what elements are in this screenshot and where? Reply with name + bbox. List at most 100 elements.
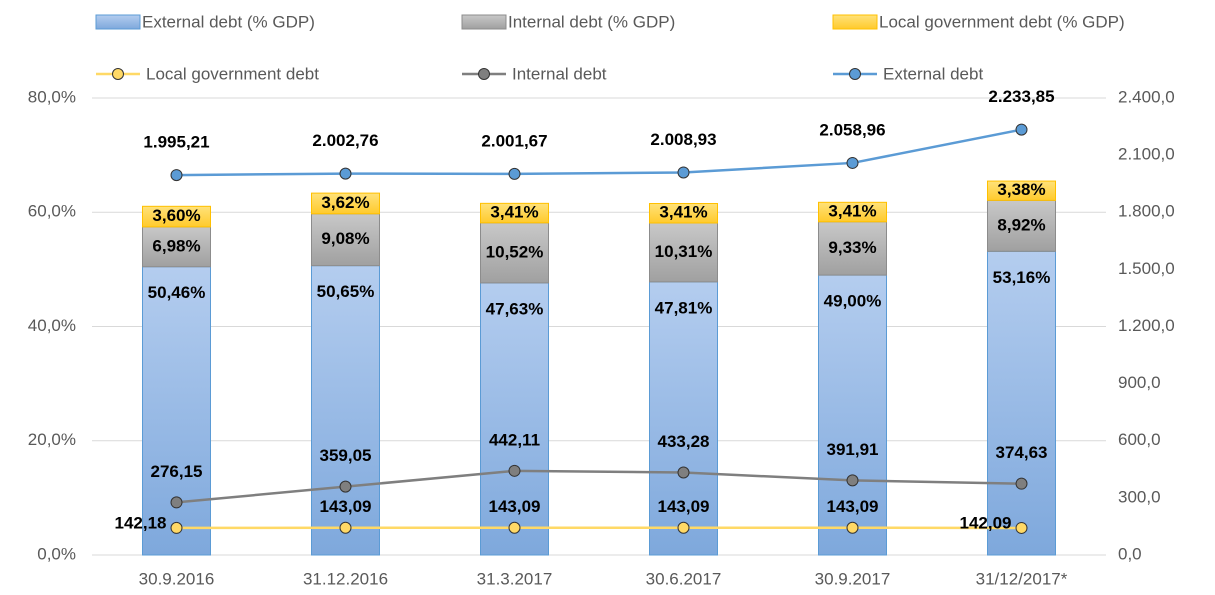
- data-label: 2.008,93: [650, 130, 716, 149]
- data-label: 47,81%: [655, 298, 713, 317]
- y2-tick-label: 2.100,0: [1118, 145, 1175, 164]
- data-label: 8,92%: [997, 215, 1045, 234]
- data-label: 10,52%: [486, 242, 544, 261]
- x-tick-label: 31/12/2017*: [976, 569, 1068, 588]
- data-label: 10,31%: [655, 242, 713, 261]
- line-point: [339, 521, 352, 534]
- data-label: 3,41%: [659, 203, 707, 222]
- data-label: 53,16%: [993, 268, 1051, 287]
- y2-tick-label: 0,0: [1118, 544, 1142, 563]
- data-label: 142,09: [960, 513, 1012, 532]
- data-label: 442,11: [489, 430, 540, 449]
- data-label: 9,33%: [828, 238, 876, 257]
- legend-label: Internal debt: [512, 64, 607, 83]
- line-point: [170, 521, 183, 534]
- data-label: 143,09: [320, 497, 372, 516]
- data-label: 2.233,85: [988, 87, 1054, 106]
- legend-label: External debt (% GDP): [142, 12, 315, 31]
- data-label: 2.058,96: [819, 120, 885, 139]
- data-label: 49,00%: [824, 292, 882, 311]
- bar-segment: [311, 265, 380, 556]
- data-label: 143,09: [827, 497, 879, 516]
- legend-label: Local government debt (% GDP): [879, 12, 1125, 31]
- bar-segment: [311, 192, 380, 215]
- data-label: 3,41%: [828, 202, 876, 221]
- legend-label: External debt: [883, 64, 983, 83]
- y-tick-label: 80,0%: [28, 87, 76, 106]
- bar-segment: [142, 226, 211, 268]
- y2-tick-label: 300,0: [1118, 487, 1161, 506]
- line-point: [170, 496, 183, 509]
- data-label: 47,63%: [486, 299, 544, 318]
- data-label: 142,18: [115, 513, 167, 532]
- data-label: 433,28: [658, 432, 710, 451]
- bar-segment: [480, 282, 549, 556]
- data-label: 1.995,21: [143, 133, 209, 152]
- line: [176, 469, 1022, 504]
- legend-marker: [849, 68, 861, 80]
- bar-segment: [649, 203, 718, 224]
- bar-segment: [480, 222, 549, 284]
- legend-marker: [112, 68, 124, 80]
- y-tick-label: 40,0%: [28, 316, 76, 335]
- legend-label: Local government debt: [146, 64, 319, 83]
- data-label: 143,09: [489, 497, 541, 516]
- bar-segment: [818, 221, 887, 276]
- x-tick-label: 30.9.2017: [815, 569, 891, 588]
- bar-segment: [987, 199, 1056, 252]
- line-point: [677, 521, 690, 534]
- x-tick-label: 31.12.2016: [303, 569, 388, 588]
- line-point: [508, 464, 521, 477]
- line-point: [1015, 123, 1028, 136]
- legend-swatch: [95, 14, 141, 30]
- line: [176, 128, 1022, 177]
- bar-segment: [987, 250, 1056, 556]
- bar-segment: [142, 266, 211, 556]
- line-point: [846, 474, 859, 487]
- y-tick-label: 20,0%: [28, 430, 76, 449]
- data-label: 2.002,76: [312, 131, 378, 150]
- data-label: 374,63: [996, 443, 1048, 462]
- y2-tick-label: 2.400,0: [1118, 87, 1175, 106]
- data-label: 6,98%: [152, 236, 200, 255]
- legend-label: Internal debt (% GDP): [508, 12, 675, 31]
- bar-segment: [987, 180, 1056, 201]
- y2-tick-label: 1.500,0: [1118, 259, 1175, 278]
- data-label: 143,09: [658, 497, 710, 516]
- line-point: [508, 167, 521, 180]
- data-label: 3,41%: [490, 203, 538, 222]
- y-tick-label: 0,0%: [37, 544, 76, 563]
- data-label: 3,62%: [321, 193, 369, 212]
- data-label: 9,08%: [321, 229, 369, 248]
- bar-segment: [142, 205, 211, 228]
- bar-segment: [818, 201, 887, 223]
- data-label: 3,60%: [152, 206, 200, 225]
- line-point: [1015, 521, 1028, 534]
- line-point: [677, 466, 690, 479]
- line-point: [846, 156, 859, 169]
- data-label: 50,46%: [148, 283, 206, 302]
- data-label: 391,91: [827, 440, 879, 459]
- legend-swatch: [832, 14, 878, 30]
- bar-segment: [311, 213, 380, 267]
- line-point: [339, 480, 352, 493]
- line-point: [339, 167, 352, 180]
- data-label: 276,15: [151, 462, 203, 481]
- line-point: [508, 521, 521, 534]
- x-tick-label: 30.6.2017: [646, 569, 722, 588]
- legend-swatch: [461, 14, 507, 30]
- y2-tick-label: 900,0: [1118, 373, 1161, 392]
- legend-marker: [478, 68, 490, 80]
- bar-segment: [649, 222, 718, 283]
- bar-segment: [480, 202, 549, 224]
- line-point: [677, 166, 690, 179]
- y2-tick-label: 1.200,0: [1118, 316, 1175, 335]
- y2-tick-label: 1.800,0: [1118, 202, 1175, 221]
- x-tick-label: 30.9.2016: [139, 569, 215, 588]
- x-tick-label: 31.3.2017: [477, 569, 553, 588]
- line-point: [1015, 477, 1028, 490]
- line-point: [846, 521, 859, 534]
- data-label: 50,65%: [317, 282, 375, 301]
- data-label: 3,38%: [997, 180, 1045, 199]
